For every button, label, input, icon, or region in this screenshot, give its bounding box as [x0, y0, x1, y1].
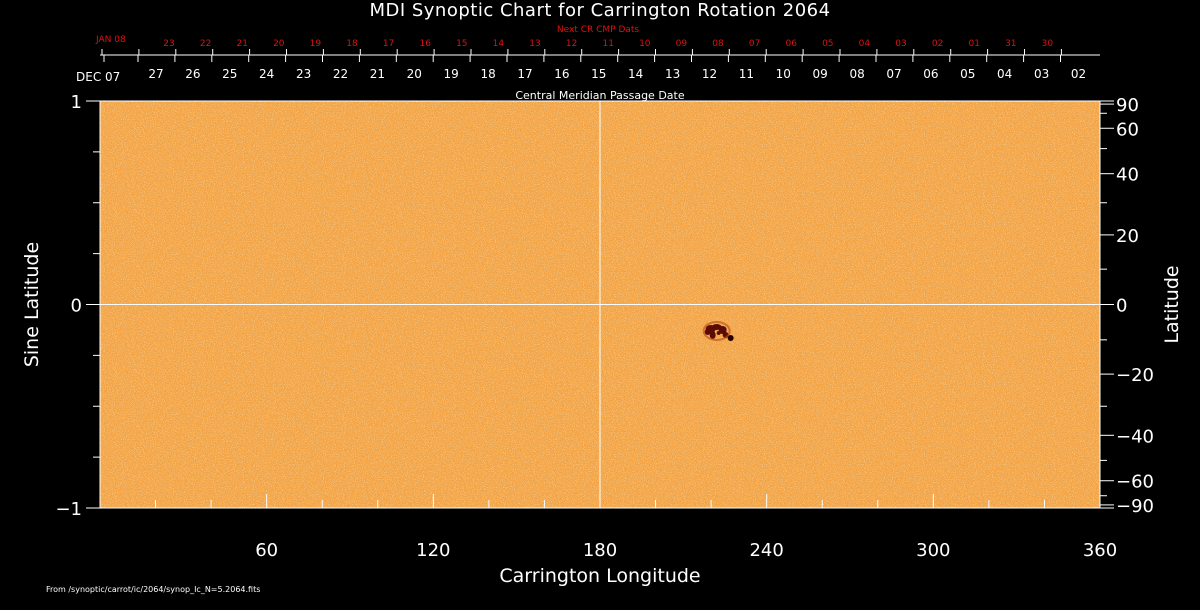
cmp-date-label: 08 [849, 67, 864, 81]
y-right-tick-label: 0 [1116, 296, 1127, 317]
cmp-date-label: 16 [554, 67, 569, 81]
next-cmp-date-label: 08 [712, 39, 724, 49]
cmp-start-label: DEC 07 [76, 70, 120, 84]
y-right-tick-label: −20 [1116, 365, 1154, 386]
y-right-tick-label: −90 [1116, 496, 1154, 517]
x-tick-label: 360 [1083, 540, 1117, 561]
next-cmp-date-label: 23 [163, 39, 174, 49]
next-cmp-date-label: 04 [859, 39, 871, 49]
cmp-date-label: 13 [665, 67, 680, 81]
cmp-date-label: 12 [702, 67, 717, 81]
cmp-date-label: 04 [997, 67, 1012, 81]
next-cmp-date-label: 01 [968, 39, 979, 49]
y-right-tick-label: −60 [1116, 472, 1154, 493]
cmp-date-label: 17 [517, 67, 532, 81]
y-right-tick-label: −40 [1116, 426, 1154, 447]
x-tick-label: 180 [583, 540, 617, 561]
x-tick-label: 120 [416, 540, 450, 561]
cmp-date-label: 23 [296, 67, 311, 81]
y-right-tick-label: 40 [1116, 165, 1139, 186]
next-cmp-date-label: 02 [932, 39, 943, 49]
y-left-tick-label: 1 [71, 92, 82, 113]
sunspot-umbra [716, 330, 721, 335]
next-cmp-date-label: 06 [785, 39, 797, 49]
next-cmp-date-label: 22 [200, 39, 211, 49]
next-cmp-date-label: 16 [419, 39, 431, 49]
next-cmp-date-label: 31 [1005, 39, 1016, 49]
active-region [702, 320, 734, 341]
sunspot-umbra [709, 330, 716, 339]
cmp-date-label: 14 [628, 67, 643, 81]
cmp-date-label: 24 [259, 67, 274, 81]
cmp-date-label: 26 [185, 67, 200, 81]
cmp-date-label: 09 [813, 67, 828, 81]
cmp-date-label: 21 [370, 67, 385, 81]
cmp-date-label: 05 [960, 67, 975, 81]
sunspot-penumbra [702, 320, 731, 341]
cmp-date-label: 27 [148, 67, 163, 81]
next-cmp-date-label: 30 [1042, 39, 1054, 49]
y-right-tick-label: 60 [1116, 119, 1139, 140]
next-cmp-date-label: 15 [456, 39, 467, 49]
y-right-axis-label: Latitude [1161, 265, 1183, 343]
cmp-date-label: 02 [1071, 67, 1086, 81]
next-cmp-date-label: 20 [273, 39, 285, 49]
sunspot-umbra [704, 328, 711, 335]
cmp-date-label: 25 [222, 67, 237, 81]
cmp-date-label: 19 [444, 67, 459, 81]
y-right-tick-label: 20 [1116, 226, 1139, 247]
x-tick-label: 60 [255, 540, 278, 561]
cmp-date-label: 20 [407, 67, 422, 81]
next-cmp-date-label: 10 [639, 39, 651, 49]
next-cmp-start-label: JAN 08 [95, 35, 126, 45]
y-left-tick-label: 0 [71, 296, 82, 317]
next-cmp-date-label: 11 [602, 39, 613, 49]
x-tick-label: 240 [749, 540, 783, 561]
cmp-date-label: 07 [886, 67, 901, 81]
cmp-date-label: 18 [480, 67, 495, 81]
x-axis-label: Carrington Longitude [499, 565, 700, 587]
cmp-date-label: 03 [1034, 67, 1049, 81]
next-cmp-date-label: 09 [676, 39, 688, 49]
next-cmp-date-label: 14 [493, 39, 505, 49]
y-left-axis-label: Sine Latitude [21, 242, 43, 367]
cmp-date-label: 06 [923, 67, 938, 81]
sunspot-umbra [727, 334, 734, 341]
x-tick-label: 300 [916, 540, 950, 561]
cmp-date-label: 15 [591, 67, 606, 81]
next-cmp-date-label: 18 [346, 39, 358, 49]
next-cmp-date-label: 05 [822, 39, 833, 49]
next-cmp-date-label: 07 [749, 39, 760, 49]
cmp-axis-caption: Central Meridian Passage Date [515, 89, 684, 102]
y-left-tick-label: −1 [55, 499, 82, 520]
cmp-date-label: 11 [739, 67, 754, 81]
next-cmp-label: Next CR CMP Dats [557, 25, 640, 35]
y-right-tick-label: 90 [1116, 95, 1139, 116]
cmp-date-label: 10 [776, 67, 791, 81]
next-cmp-date-label: 13 [529, 39, 540, 49]
source-footnote: From /synoptic/carrot/ic/2064/synop_Ic_N… [46, 585, 261, 594]
next-cmp-date-label: 19 [310, 39, 322, 49]
chart-title: MDI Synoptic Chart for Carrington Rotati… [369, 0, 831, 21]
cmp-date-label: 22 [333, 67, 348, 81]
next-cmp-date-label: 17 [383, 39, 394, 49]
next-cmp-date-label: 21 [236, 39, 247, 49]
next-cmp-date-label: 03 [895, 39, 906, 49]
next-cmp-date-label: 12 [566, 39, 577, 49]
sunspot-umbra [718, 325, 727, 334]
